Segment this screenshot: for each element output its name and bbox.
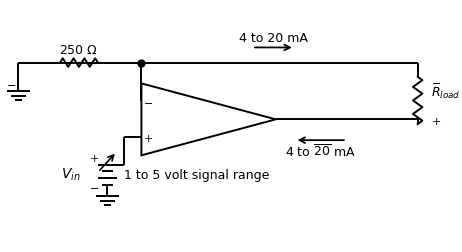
Text: $-$: $-$ bbox=[431, 76, 441, 86]
Text: $V_{in}$: $V_{in}$ bbox=[61, 166, 81, 183]
Text: $-$: $-$ bbox=[143, 97, 153, 107]
Text: $-$: $-$ bbox=[89, 181, 99, 191]
Text: $-$: $-$ bbox=[6, 79, 16, 89]
Text: 4 to 20 mA: 4 to 20 mA bbox=[239, 32, 308, 44]
Text: 4 to $\overline{20}$ mA: 4 to $\overline{20}$ mA bbox=[285, 143, 356, 159]
Text: 1 to 5 volt signal range: 1 to 5 volt signal range bbox=[124, 168, 270, 181]
Text: $+$: $+$ bbox=[431, 115, 441, 126]
Text: $+$: $+$ bbox=[143, 132, 153, 143]
Text: 250 $\Omega$: 250 $\Omega$ bbox=[60, 44, 98, 57]
Text: $R_{load}$: $R_{load}$ bbox=[431, 86, 460, 101]
Text: $+$: $+$ bbox=[89, 152, 99, 163]
